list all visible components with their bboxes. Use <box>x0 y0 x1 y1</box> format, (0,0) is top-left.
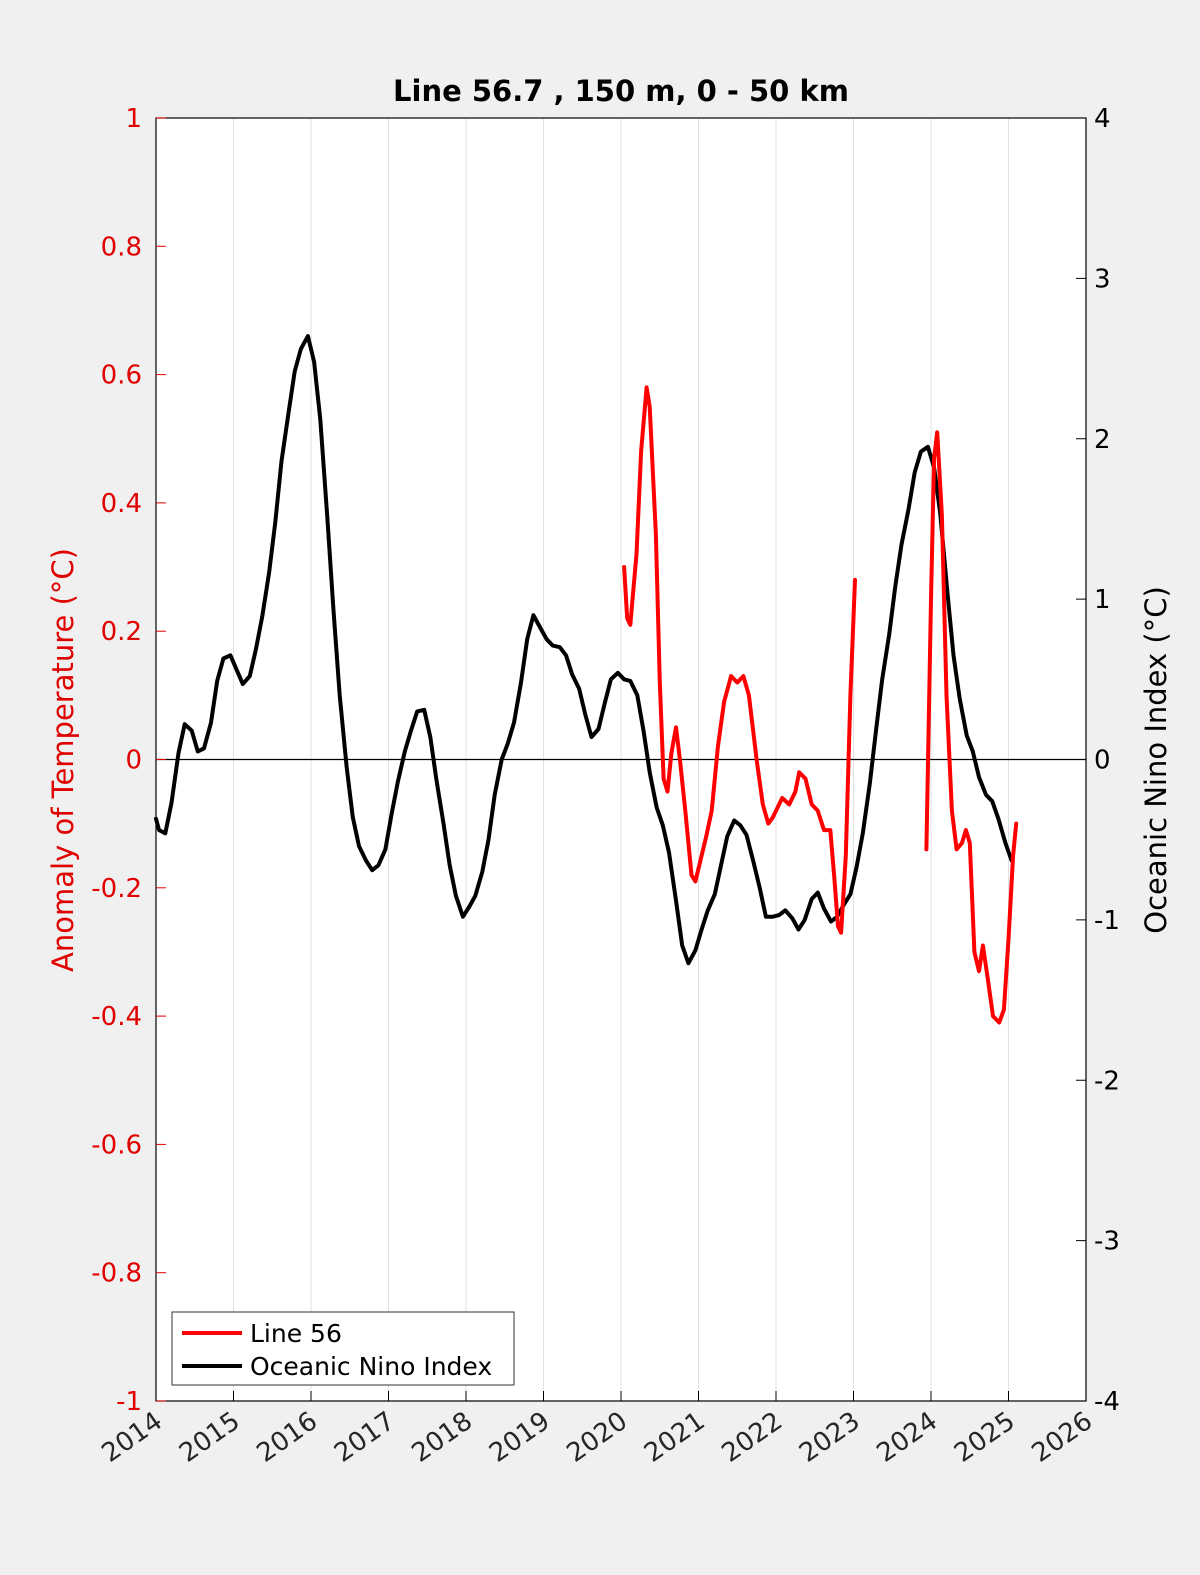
x-tick-label: 2016 <box>252 1406 323 1469</box>
left-y-tick-label: 0 <box>125 746 142 776</box>
left-y-tick-label: 1 <box>125 104 142 134</box>
legend-label-line-56: Line 56 <box>250 1319 342 1348</box>
left-y-tick-label: -0.6 <box>91 1130 142 1160</box>
left-y-axis-label: Anomaly of Temperature (°C) <box>46 548 80 972</box>
right-y-tick-label: -3 <box>1094 1227 1120 1257</box>
series-line-line-56-segment <box>622 385 857 935</box>
x-tick-label: 2015 <box>174 1406 245 1469</box>
legend: Line 56 Oceanic Nino Index <box>171 1311 515 1386</box>
x-axis: 2014 2015 2016 2017 2018 2019 2020 2021 2022 2023… <box>97 1391 1098 1469</box>
series-layer <box>154 334 1019 1025</box>
x-tick-label: 2023 <box>794 1406 865 1469</box>
x-tick-label: 2017 <box>329 1406 400 1469</box>
x-tick-label: 2018 <box>407 1406 478 1469</box>
series-line-line-56-segment <box>924 430 1019 1025</box>
x-tick-label: 2025 <box>949 1406 1020 1469</box>
left-y-tick-label: 0.2 <box>101 617 142 647</box>
x-tick-label: 2019 <box>484 1406 555 1469</box>
x-tick-label: 2026 <box>1027 1406 1098 1469</box>
left-y-tick-label: 0.6 <box>101 361 142 391</box>
left-y-tick-label: -0.4 <box>91 1002 142 1032</box>
legend-box <box>171 1311 515 1386</box>
series-line-oceanic-nino-index <box>154 334 1014 966</box>
right-y-tick-label: 2 <box>1094 425 1111 455</box>
left-y-axis: -1 -0.8 -0.6 -0.4 -0.2 0 0.2 0.4 0.6 0.8 1 <box>91 104 166 1417</box>
right-y-tick-label: 1 <box>1094 585 1111 615</box>
right-y-tick-label: -2 <box>1094 1066 1120 1096</box>
right-y-tick-label: -4 <box>1094 1387 1120 1417</box>
x-tick-label: 2024 <box>872 1406 943 1469</box>
left-y-tick-label: 0.4 <box>101 489 142 519</box>
right-y-tick-label: 4 <box>1094 104 1111 134</box>
right-y-axis-label: Oceanic Nino Index (°C) <box>1139 586 1173 934</box>
right-y-tick-label: -1 <box>1094 906 1120 936</box>
x-tick-label: 2022 <box>717 1406 788 1469</box>
x-tick-label: 2021 <box>639 1406 710 1469</box>
right-y-tick-label: 0 <box>1094 746 1111 776</box>
chart-title: Line 56.7 , 150 m, 0 - 50 km <box>393 74 849 108</box>
left-y-tick-label: 0.8 <box>101 232 142 262</box>
right-y-axis: -4 -3 -2 -1 0 1 2 3 4 <box>1076 104 1120 1417</box>
left-y-tick-label: -0.8 <box>91 1259 142 1289</box>
left-y-tick-label: -1 <box>116 1387 142 1417</box>
x-tick-label: 2020 <box>562 1406 633 1469</box>
legend-label-oni: Oceanic Nino Index <box>250 1352 492 1381</box>
left-y-tick-label: -0.2 <box>91 874 142 904</box>
right-y-tick-label: 3 <box>1094 264 1111 294</box>
